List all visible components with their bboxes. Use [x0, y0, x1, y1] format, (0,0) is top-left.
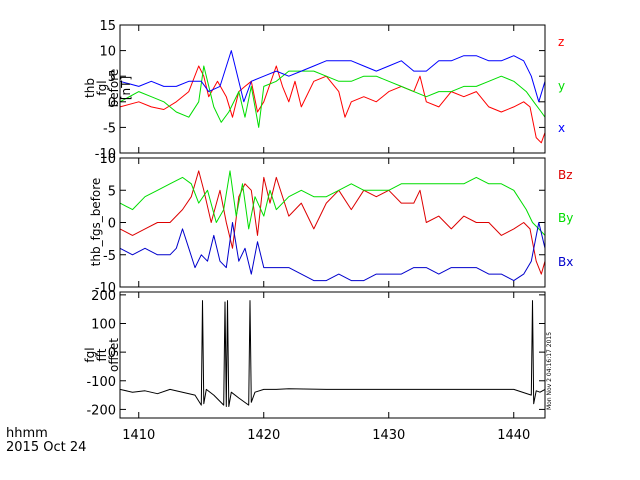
- ytick-label-2-3: 100: [91, 318, 116, 333]
- ytick-label-1-0: -10: [95, 281, 116, 296]
- legend-label-0-1: y: [558, 79, 565, 93]
- panel-frame-0: [119, 24, 546, 154]
- ylabel-0-1: fgl: [95, 80, 109, 95]
- xtick-label-1: 1420: [247, 428, 280, 443]
- ytick-label-1-3: 5: [108, 184, 116, 199]
- xtick-label-0: 1410: [122, 428, 155, 443]
- ytick-label-2-0: -200: [86, 403, 116, 418]
- series-line-0-1: [119, 65, 546, 128]
- series-line-0-0: [119, 65, 546, 144]
- xtick-label-3: 1440: [497, 428, 530, 443]
- xaxis-label-hhmm: hhmm: [6, 426, 48, 441]
- legend-label-0-0: z: [558, 35, 564, 49]
- xtick-label-2: 1430: [372, 428, 405, 443]
- ylabel-2-2: offset: [107, 338, 121, 372]
- ytick-label-0-0: -10: [95, 147, 116, 162]
- ytick-label-0-1: -5: [103, 121, 116, 136]
- ytick-label-0-4: 10: [99, 45, 116, 60]
- ytick-label-0-2: 0: [108, 96, 116, 111]
- ylabel-0-3: [nT]: [119, 76, 133, 100]
- legend-label-0-2: x: [558, 121, 565, 135]
- plot-timestamp: Mon Nov 2 04:16:17 2015: [546, 332, 553, 410]
- ylabel-0-0: thb: [83, 78, 97, 98]
- ytick-label-0-3: 5: [108, 70, 116, 85]
- ylabel-1-0: thb_fgs_before: [89, 178, 103, 267]
- legend-label-1-1: By: [558, 211, 573, 225]
- panel-frame-2: [119, 291, 546, 419]
- series-line-1-1: [119, 170, 546, 236]
- legend-label-1-2: Bx: [558, 255, 573, 269]
- ytick-label-1-4: 10: [99, 152, 116, 167]
- ytick-label-1-2: 0: [108, 217, 116, 232]
- ytick-label-2-1: -100: [86, 375, 116, 390]
- ylabel-2-0: fgl: [83, 347, 97, 362]
- series-line-1-2: [119, 222, 546, 282]
- ytick-label-2-4: 200: [91, 289, 116, 304]
- xaxis-label-date: 2015 Oct 24: [6, 440, 86, 455]
- series-line-1-0: [119, 170, 546, 275]
- series-line-2-0: [119, 300, 546, 407]
- legend-label-1-0: Bz: [558, 168, 573, 182]
- ylabel-0-2: before: [107, 69, 121, 108]
- ytick-label-1-1: -5: [103, 249, 116, 264]
- ytick-label-0-5: 15: [99, 19, 116, 34]
- series-line-0-2: [119, 50, 546, 103]
- ylabel-2-1: fft: [95, 348, 109, 361]
- ytick-label-2-2: 0: [108, 346, 116, 361]
